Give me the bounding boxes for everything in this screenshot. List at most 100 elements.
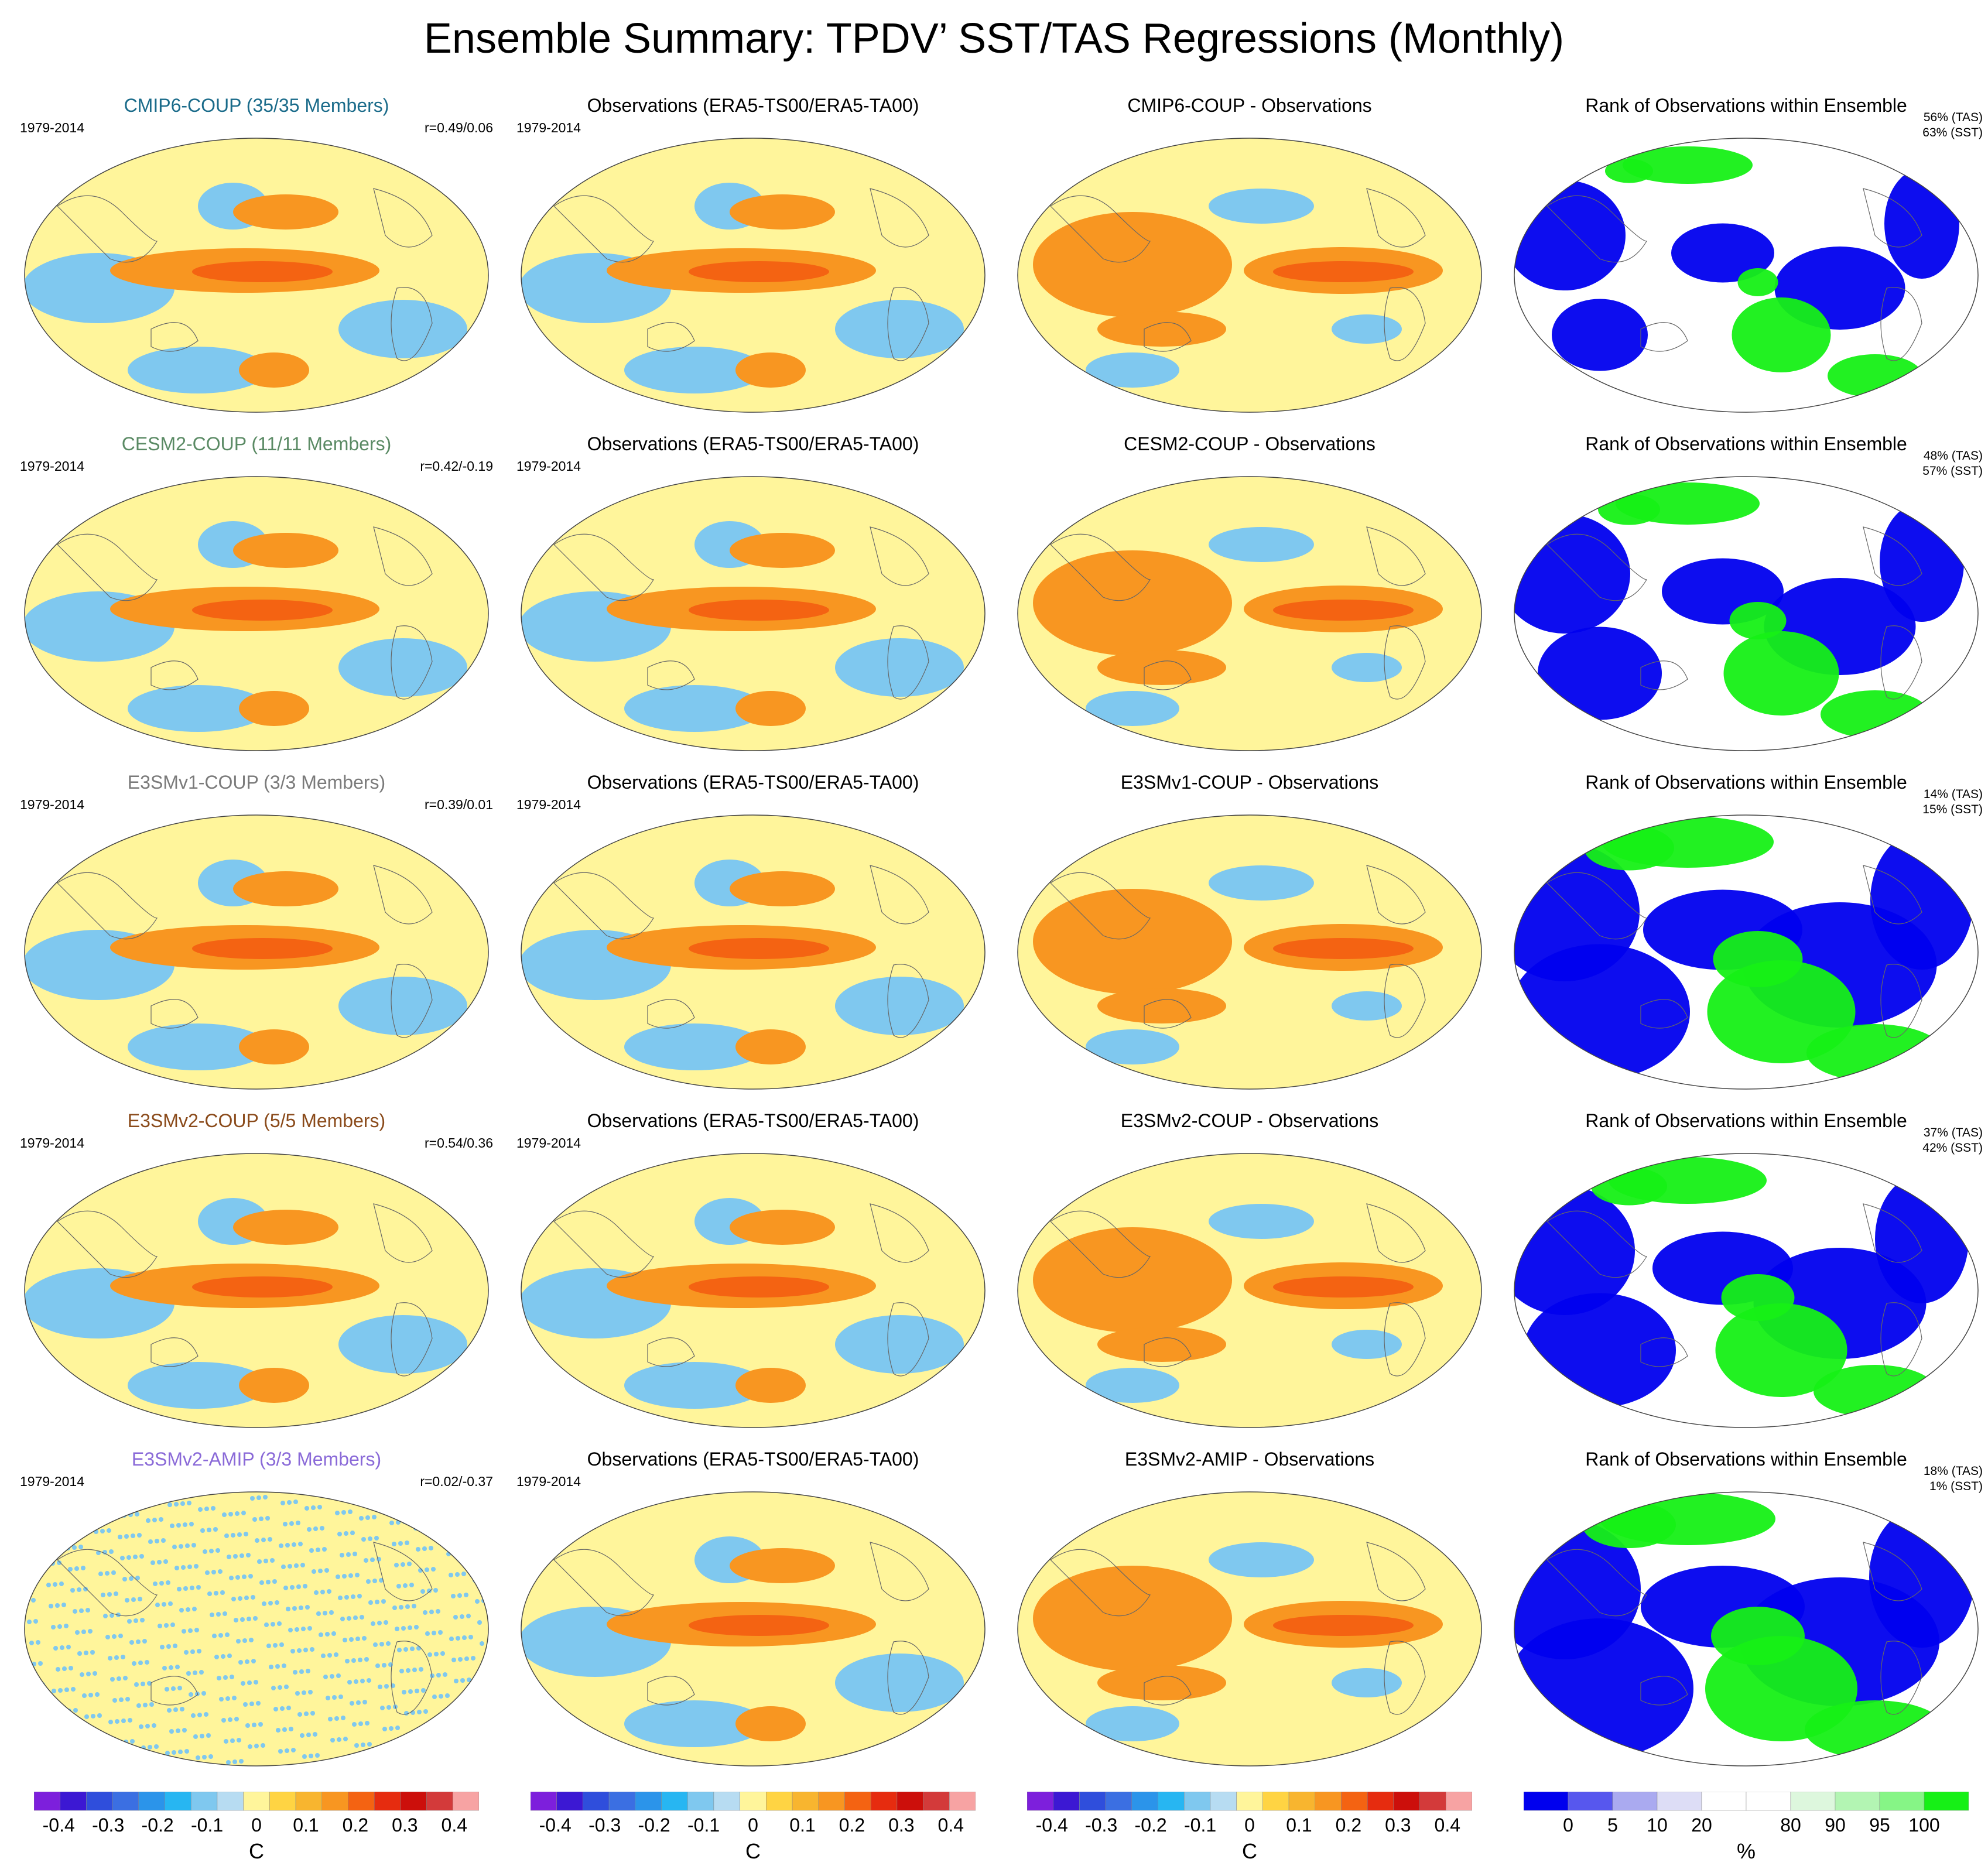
noise-cell: [401, 1626, 406, 1631]
noise-cell: [310, 1647, 314, 1652]
noise-cell: [89, 1757, 94, 1761]
colorbar-tick-label: -0.3: [1085, 1815, 1117, 1836]
rank-region: [1821, 690, 1929, 738]
noise-cell: [437, 1737, 442, 1741]
noise-cell: [389, 1521, 394, 1525]
noise-cell: [429, 1546, 433, 1550]
noise-cell: [114, 1655, 119, 1660]
coastline: [1880, 625, 1922, 700]
noise-cell: [141, 1682, 145, 1686]
noise-cell: [481, 1535, 485, 1539]
noise-cell: [250, 1496, 255, 1501]
noise-cell: [157, 1560, 162, 1565]
noise-cell: [61, 1504, 66, 1508]
noise-cell: [227, 1555, 231, 1559]
noise-cell: [77, 1651, 82, 1656]
noise-cell: [396, 1584, 401, 1589]
noise-cell: [471, 1656, 475, 1661]
colorbar-swatch: [400, 1792, 427, 1811]
noise-cell: [165, 1751, 170, 1755]
noise-cell: [361, 1537, 366, 1542]
noise-cell: [285, 1543, 290, 1548]
noise-cell: [394, 1563, 399, 1567]
colorbar-tick-label: 0.4: [1435, 1815, 1460, 1836]
noise-cell: [51, 1625, 56, 1629]
noise-cell: [226, 1760, 231, 1765]
noise-cell: [224, 1533, 229, 1538]
coastline: [553, 533, 655, 601]
panel-title: Rank of Observations within Ensemble: [1585, 1449, 1907, 1470]
noise-cell: [475, 1599, 480, 1604]
noise-cell: [254, 1744, 259, 1748]
panel-title: Observations (ERA5-TS00/ERA5-TA00): [587, 772, 919, 793]
noise-cell: [347, 1680, 352, 1685]
noise-cell: [81, 1566, 85, 1570]
panel-model: E3SMv2-AMIP (3/3 Members) 1979-2014 r=0.02…: [11, 1447, 502, 1775]
noise-cell: [120, 1556, 125, 1560]
noise-cell: [454, 1508, 459, 1513]
coastline: [1050, 1210, 1151, 1278]
coastline: [870, 1203, 929, 1263]
noise-cell: [362, 1636, 367, 1641]
noise-cell: [49, 1604, 53, 1608]
noise-cell: [223, 1675, 228, 1680]
rank-region: [1806, 1024, 1943, 1081]
hot-anomaly: [1273, 600, 1414, 621]
warm-anomaly: [730, 194, 835, 230]
colorbar-scale: -0.4 -0.3 -0.2 -0.1 0 0.1 0.2 0.3 0.4: [1027, 1792, 1472, 1836]
colorbar-swatch: [923, 1792, 950, 1811]
cold-anomaly: [1086, 1368, 1179, 1403]
noise-cell: [328, 1717, 333, 1721]
noise-cell: [457, 1593, 462, 1598]
noise-cell: [93, 1671, 97, 1676]
noise-cell: [418, 1504, 422, 1509]
rank-region: [1870, 831, 1973, 970]
noise-cell: [256, 1701, 261, 1706]
noise-cell: [293, 1670, 297, 1675]
noise-cell: [172, 1750, 176, 1755]
noise-cell: [61, 1603, 66, 1607]
rank-region: [1552, 299, 1648, 371]
noise-cell: [197, 1649, 201, 1654]
cold-anomaly: [1209, 527, 1314, 562]
colorbar-swatch: [1079, 1792, 1106, 1811]
noise-cell: [145, 1660, 149, 1665]
noise-cell: [211, 1570, 216, 1574]
warm-anomaly: [1097, 1327, 1226, 1362]
noise-cell: [152, 1723, 156, 1728]
noise-cell: [382, 1663, 386, 1668]
noise-cell: [268, 1601, 273, 1605]
colorbar: -0.4 -0.3 -0.2 -0.1 0 0.1 0.2 0.3 0.4 C: [34, 1792, 479, 1863]
colorbar-tick-label: -0.4: [43, 1815, 75, 1836]
map-model: [24, 1153, 489, 1428]
noise-cell: [460, 1678, 465, 1683]
noise-cell: [416, 1646, 421, 1651]
noise-cell: [134, 1682, 139, 1687]
noise-cell: [279, 1543, 283, 1548]
noise-cell: [353, 1615, 358, 1620]
noise-cell: [286, 1706, 291, 1710]
cold-anomaly: [1332, 1668, 1402, 1697]
noise-cell: [476, 1492, 481, 1497]
rank-region: [1623, 146, 1753, 184]
noise-cell: [266, 1580, 271, 1584]
colorbar-swatch: [1419, 1792, 1446, 1811]
map-obs: [521, 814, 986, 1090]
noise-cell: [91, 1714, 95, 1718]
colorbar-tick-label: 0.2: [839, 1815, 865, 1836]
panel-title: Rank of Observations within Ensemble: [1585, 95, 1907, 116]
colorbar-swatch: [1446, 1792, 1472, 1811]
noise-cell: [93, 1735, 98, 1740]
noise-cell: [63, 1525, 68, 1529]
rank-sst: 63% (SST): [1922, 126, 1983, 139]
cold-anomaly: [1209, 1204, 1314, 1239]
colorbar-scale: -0.4 -0.3 -0.2 -0.1 0 0.1 0.2 0.3 0.4: [531, 1792, 976, 1836]
noise-cell: [304, 1711, 309, 1716]
noise-cell: [169, 1729, 174, 1734]
noise-cell: [74, 1566, 79, 1571]
hot-anomaly: [689, 938, 829, 959]
noise-cell: [216, 1612, 221, 1617]
noise-cell: [338, 1596, 343, 1600]
noise-cell: [138, 1661, 143, 1665]
warm-anomaly: [233, 533, 338, 568]
